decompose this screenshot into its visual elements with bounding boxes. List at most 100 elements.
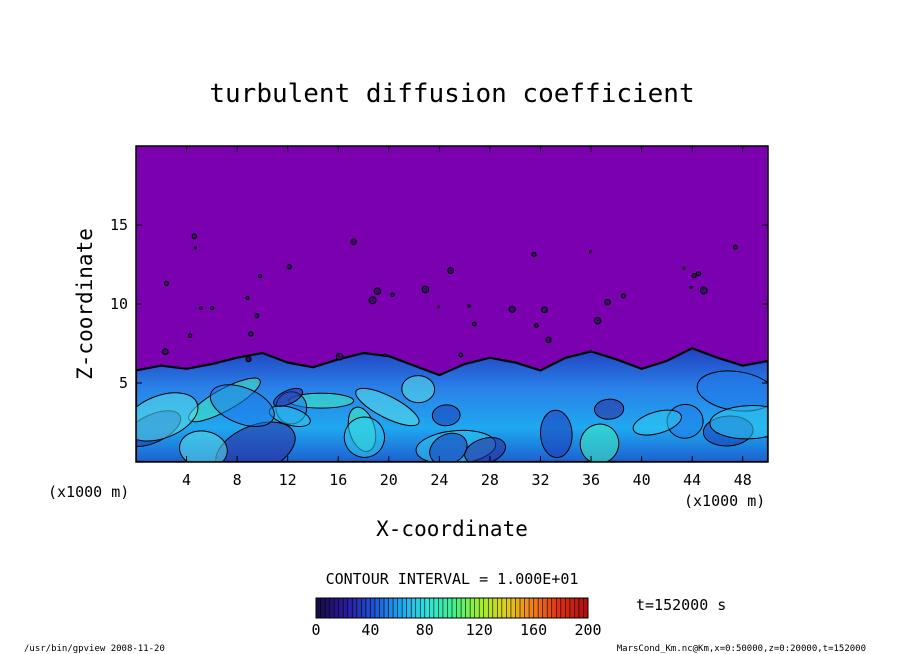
colorbar-tick-label: 40 (361, 621, 379, 639)
x-unit-label-left: (x1000 m) (48, 483, 129, 501)
colorbar-segment (374, 598, 380, 618)
colorbar-segment (343, 598, 349, 618)
eddy-contour (343, 416, 386, 458)
colorbar-segment (393, 598, 398, 618)
colorbar-segment (338, 598, 344, 618)
colorbar-segment (560, 598, 566, 618)
small-contour (286, 264, 292, 270)
colorbar-segment (479, 598, 485, 618)
small-contour (191, 233, 198, 240)
colorbar-segment (569, 598, 575, 618)
colorbar-segment (438, 598, 444, 618)
colorbar-segment (316, 598, 321, 618)
colorbar-segment (334, 598, 339, 618)
colorbar-segment (551, 598, 557, 618)
colorbar-segment (325, 598, 330, 618)
x-unit-label-right: (x1000 m) (684, 492, 765, 510)
y-tick-label: 15 (110, 216, 128, 234)
colorbar-tick-label: 0 (311, 621, 320, 639)
x-tick-label: 28 (481, 471, 499, 489)
small-contour (193, 246, 198, 250)
colorbar-segment (574, 598, 580, 618)
colorbar-segment (424, 598, 430, 618)
x-tick-label: 40 (633, 471, 651, 489)
y-axis-label: Z-coordinate (73, 228, 97, 380)
small-contour (691, 272, 697, 279)
small-contour (254, 313, 260, 319)
colorbar-segment (556, 598, 562, 618)
small-contour (458, 352, 464, 358)
small-contour (696, 271, 702, 277)
small-contour (187, 333, 193, 339)
turbulent-layer (136, 233, 768, 462)
colorbar-segment (583, 598, 589, 618)
colorbar-segment (442, 598, 448, 618)
x-tick-label: 12 (279, 471, 297, 489)
colorbar-segment (465, 598, 471, 618)
small-contour (373, 287, 382, 295)
colorbar-segment (402, 598, 407, 618)
colorbar-segment (461, 598, 466, 618)
colorbar-segment (547, 598, 553, 618)
colorbar-tick-label: 120 (466, 621, 493, 639)
small-contour (620, 293, 627, 299)
eddy-contour (539, 409, 573, 459)
colorbar-segment (578, 598, 584, 618)
small-contour (699, 286, 708, 295)
colorbar-segment (365, 598, 371, 618)
colorbar-segment (347, 598, 353, 618)
eddy-contour (579, 423, 620, 462)
colorbar-segment (388, 598, 394, 618)
x-tick-label: 32 (531, 471, 549, 489)
small-contour (682, 266, 686, 270)
eddy-contour (273, 387, 304, 407)
colorbar-segment (329, 598, 335, 618)
eddy-contour (209, 384, 275, 427)
colorbar-segment (447, 598, 453, 618)
colorbar-segment (474, 598, 480, 618)
colorbar-tick-label: 160 (520, 621, 547, 639)
eddy-contour (464, 437, 507, 462)
eddy-contour (136, 392, 199, 442)
small-contour (421, 285, 430, 294)
x-tick-label: 48 (734, 471, 752, 489)
x-tick-label: 24 (430, 471, 448, 489)
colorbar-segment (406, 598, 412, 618)
colorbar-segment (433, 598, 439, 618)
time-label: t=152000 s (636, 596, 726, 614)
colorbar-segment (384, 598, 389, 618)
colorbar-segment (565, 598, 571, 618)
small-contour (531, 251, 537, 258)
footer-right: MarsCond_Km.nc@Km,x=0:50000,z=0:20000,t=… (617, 644, 866, 654)
y-tick-label: 5 (119, 374, 128, 392)
eddy-contour (179, 430, 228, 462)
colorbar-segment (320, 598, 326, 618)
x-tick-label: 20 (380, 471, 398, 489)
colorbar-segment (483, 598, 489, 618)
eddy-contour (709, 405, 768, 440)
x-tick-label: 36 (582, 471, 600, 489)
colorbar-segment (411, 598, 417, 618)
eddy-contour (401, 375, 436, 404)
colorbar-segment (456, 598, 462, 618)
colorbar-segment (379, 598, 385, 618)
colorbar (315, 598, 589, 618)
small-contour (593, 316, 602, 325)
colorbar-segment (452, 598, 457, 618)
colorbar-segment (533, 598, 539, 618)
colorbar-segment (501, 598, 507, 618)
x-axis-ticks: 4 8 12 16 20 24 28 32 36 40 44 48 (182, 146, 752, 489)
small-contour (368, 296, 377, 305)
colorbar-segment (524, 598, 530, 618)
y-axis-ticks: 5 10 15 (110, 216, 768, 392)
colorbar-tick-label: 80 (416, 621, 434, 639)
x-axis-label: X-coordinate (376, 517, 528, 541)
colorbar-segment (542, 598, 548, 618)
colorbar-segment (420, 598, 426, 618)
eddy-contour (632, 409, 682, 436)
small-contour (732, 244, 738, 250)
colorbar-segment (415, 598, 421, 618)
x-tick-label: 4 (182, 471, 191, 489)
colorbar-segment (488, 598, 494, 618)
